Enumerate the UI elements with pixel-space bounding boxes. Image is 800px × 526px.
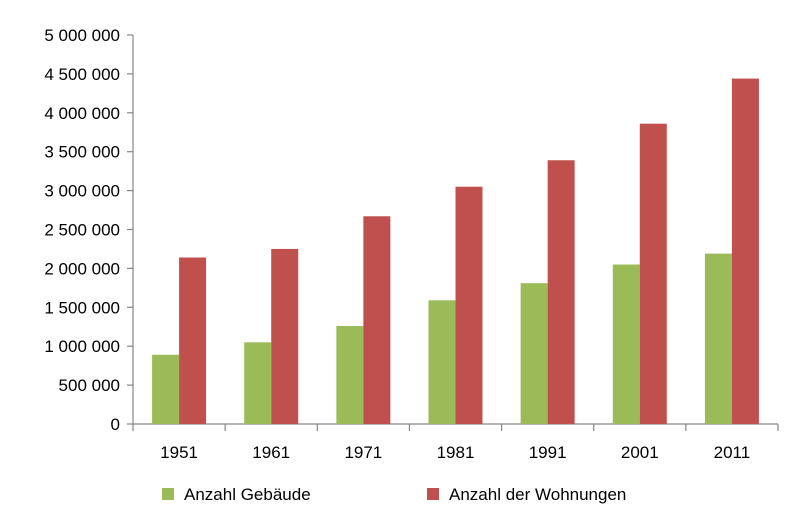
bar-gebaeude-2001 (612, 264, 640, 424)
legend-item: Anzahl der Wohnungen (427, 485, 626, 504)
y-tick-label: 5 000 000 (44, 26, 120, 45)
y-tick-label: 3 000 000 (44, 182, 120, 201)
bar-wohnungen-1951 (179, 257, 207, 424)
bar-wohnungen-1961 (271, 248, 299, 424)
bar-wohnungen-1981 (455, 186, 483, 424)
bar-gebaeude-1971 (336, 325, 364, 424)
bar-gebaeude-1981 (428, 300, 456, 424)
x-tick-label: 2001 (621, 443, 659, 462)
y-tick-label: 4 000 000 (44, 104, 120, 123)
bar-wohnungen-2011 (731, 78, 759, 425)
legend-label: Anzahl Gebäude (184, 485, 311, 504)
x-tick-label: 1951 (160, 443, 198, 462)
y-tick-label: 2 000 000 (44, 259, 120, 278)
legend: Anzahl Gebäude Anzahl der Wohnungen (162, 485, 626, 504)
legend-swatch (427, 488, 439, 500)
bar-wohnungen-2001 (639, 123, 667, 424)
bars (152, 78, 759, 425)
bar-wohnungen-1991 (547, 160, 575, 424)
legend-swatch (162, 488, 174, 500)
bar-gebaeude-1951 (152, 354, 180, 424)
x-axis: 1951 1961 1971 1981 1991 2001 2011 (132, 423, 779, 462)
x-tick-label: 1971 (344, 443, 382, 462)
y-tick-label: 0 (111, 415, 120, 434)
x-tick-label: 1961 (252, 443, 290, 462)
y-tick-label: 4 500 000 (44, 65, 120, 84)
y-tick-label: 1 000 000 (44, 337, 120, 356)
y-axis: 0 500 000 1 000 000 1 500 000 2 000 000 2 500… (44, 26, 134, 434)
x-tick-label: 2011 (714, 443, 751, 462)
y-tick-label: 2 500 000 (44, 221, 120, 240)
x-tick-label: 1991 (529, 443, 567, 462)
bar-gebaeude-2011 (704, 253, 732, 424)
bar-gebaeude-1991 (520, 283, 548, 424)
legend-label: Anzahl der Wohnungen (449, 485, 626, 504)
bar-wohnungen-1971 (363, 216, 391, 424)
legend-item: Anzahl Gebäude (162, 485, 311, 504)
y-tick-label: 1 500 000 (44, 298, 120, 317)
x-tick-label: 1981 (437, 443, 475, 462)
y-tick-label: 500 000 (59, 376, 120, 395)
y-tick-label: 3 500 000 (44, 143, 120, 162)
bar-gebaeude-1961 (244, 342, 272, 424)
